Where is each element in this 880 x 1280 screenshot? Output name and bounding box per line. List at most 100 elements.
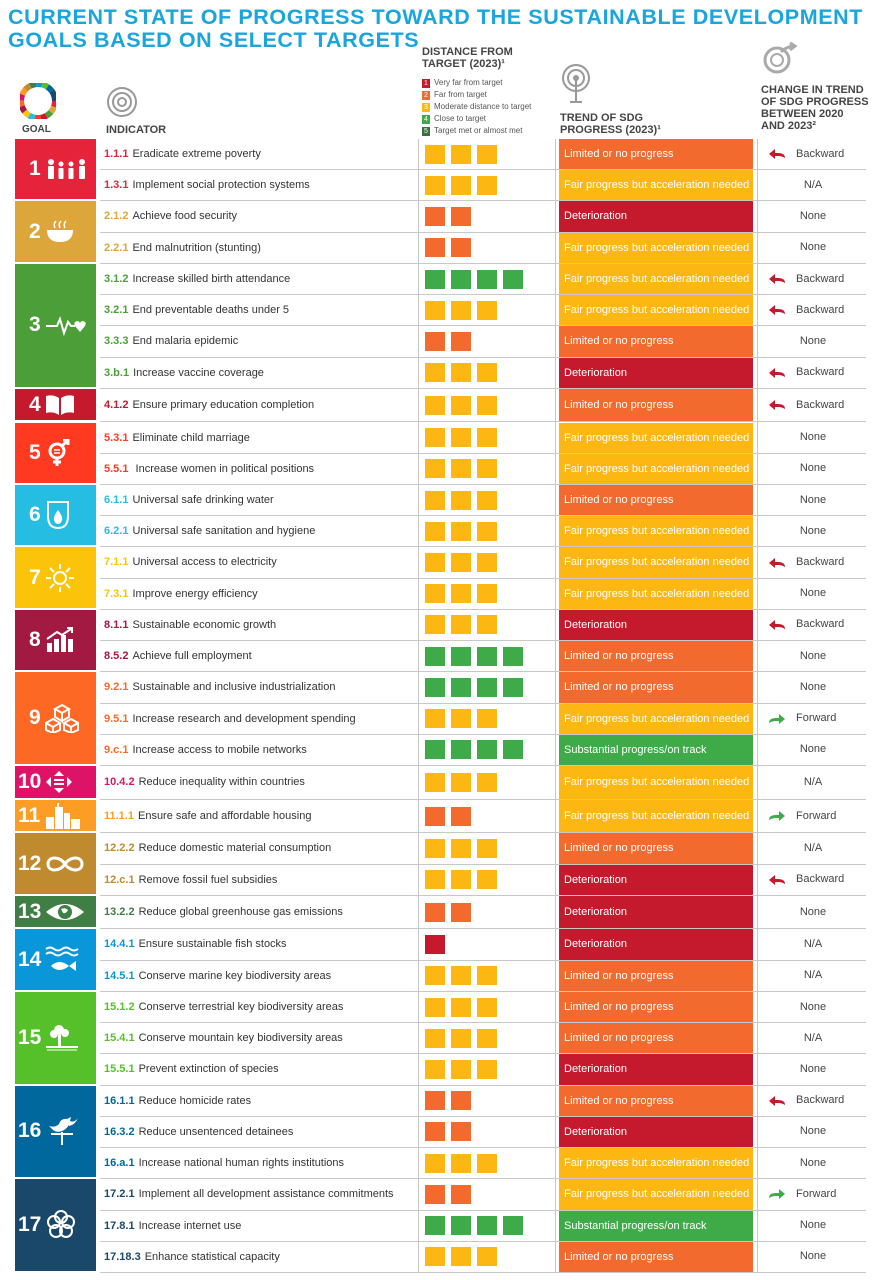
indicator-cell: 3.1.2 Increase skilled birth attendance xyxy=(104,264,290,294)
indicator-text: Sustainable economic growth xyxy=(132,618,277,631)
indicator-text: End malnutrition (stunting) xyxy=(132,241,261,254)
table-row: 3.1.2 Increase skilled birth attendance Fa… xyxy=(100,263,866,296)
distance-square xyxy=(477,144,497,164)
indicator-text: Universal safe drinking water xyxy=(132,493,274,506)
distance-square xyxy=(425,1216,445,1236)
table-row: 7.1.1 Universal access to electricity Fair… xyxy=(100,547,866,579)
distance-square xyxy=(425,459,445,479)
distance-squares xyxy=(425,615,503,635)
distance-square xyxy=(477,395,497,415)
goal-number: 14 xyxy=(18,947,42,971)
backward-arrow-icon xyxy=(768,148,792,160)
table-row: 8.5.2 Achieve full employment Limited or n… xyxy=(100,641,866,673)
indicator-text: Prevent extinction of species xyxy=(138,1063,279,1076)
distance-square xyxy=(425,331,445,351)
distance-square xyxy=(451,395,471,415)
distance-square xyxy=(503,677,523,697)
distance-squares xyxy=(425,740,529,760)
indicator-text: Ensure primary education completion xyxy=(132,398,315,411)
trend-cell: Fair progress but acceleration needed xyxy=(559,232,753,263)
indicator-cell: 9.5.1 Increase research and development s… xyxy=(104,704,356,734)
indicator-cell: 9.c.1 Increase access to mobile networks xyxy=(104,735,307,765)
indicator-code: 7.1.1 xyxy=(104,556,129,569)
distance-squares xyxy=(425,300,503,320)
change-cell: Forward xyxy=(760,704,866,734)
indicator-cell: 14.4.1 Ensure sustainable fish stocks xyxy=(104,929,287,959)
legend-item: 2 Far from target xyxy=(422,89,531,101)
legend-item: 3 Moderate distance to target xyxy=(422,101,531,113)
trend-cell: Substantial progress/on track xyxy=(559,734,753,766)
fish-icon xyxy=(45,945,79,975)
distance-square xyxy=(477,490,497,510)
trend-cell: Fair progress but acceleration needed xyxy=(559,1179,753,1210)
goal-tile: 14 xyxy=(15,929,96,990)
change-label: None xyxy=(799,493,827,506)
distance-square xyxy=(451,870,471,890)
distance-square xyxy=(451,1184,471,1204)
indicator-cell: 2.1.2 Achieve food security xyxy=(104,201,237,231)
distance-square xyxy=(425,1059,445,1079)
indicator-text: Increase vaccine coverage xyxy=(133,366,264,379)
column-divider xyxy=(757,139,758,1273)
distance-legend: 1 Very far from target 2 Far from target 3 Mo… xyxy=(422,77,531,137)
change-header-line-4: AND 2023² xyxy=(761,120,817,132)
distance-square xyxy=(425,646,445,666)
column-divider xyxy=(418,139,419,1273)
distance-square xyxy=(425,1028,445,1048)
distance-squares xyxy=(425,363,503,383)
change-cell: N/A xyxy=(760,833,866,863)
indicator-text: Enhance statistical capacity xyxy=(144,1250,280,1263)
change-cell: N/A xyxy=(760,961,866,991)
change-cell: Backward xyxy=(760,358,866,388)
distance-header: DISTANCE FROM TARGET (2023)¹ xyxy=(422,46,513,70)
trend-cell: Fair progress but acceleration needed xyxy=(559,170,753,201)
change-label: None xyxy=(799,649,827,662)
backward-arrow-icon xyxy=(768,874,792,886)
indicator-code: 9.5.1 xyxy=(104,712,129,725)
indicator-text: Reduce global greenhouse gas emissions xyxy=(138,905,343,918)
trend-cell: Fair progress but acceleration needed xyxy=(559,263,753,295)
indicator-cell: 15.1.2 Conserve terrestrial key biodivers… xyxy=(104,992,343,1022)
goal-number: 3 xyxy=(29,313,41,337)
change-header-line-2: OF SDG PROGRESS xyxy=(761,96,869,108)
distance-square xyxy=(425,1184,445,1204)
goal-number: 2 xyxy=(29,219,41,243)
indicator-code: 6.1.1 xyxy=(104,493,129,506)
trend-cell: Deterioration xyxy=(559,1116,753,1148)
distance-square xyxy=(425,269,445,289)
gender-icon xyxy=(45,438,71,467)
distance-squares xyxy=(425,997,503,1017)
distance-square xyxy=(425,772,445,792)
table-row: 5.3.1 Eliminate child marriage Fair progre… xyxy=(100,422,866,454)
distance-square xyxy=(477,521,497,541)
growth-chart-icon xyxy=(45,627,75,653)
distance-square xyxy=(503,269,523,289)
trend-cell: Substantial progress/on track xyxy=(559,1210,753,1241)
change-cell: None xyxy=(760,735,866,765)
distance-square xyxy=(425,553,445,573)
legend-swatch: 5 xyxy=(422,126,430,136)
forward-arrow-icon xyxy=(768,713,792,725)
indicator-text: Universal access to electricity xyxy=(132,556,277,569)
goal-number: 10 xyxy=(18,769,42,793)
goal-header: GOAL xyxy=(22,124,51,135)
change-cell: N/A xyxy=(760,1023,866,1053)
indicator-cell: 6.1.1 Universal safe drinking water xyxy=(104,485,274,515)
distance-square xyxy=(425,709,445,729)
indicator-text: Conserve terrestrial key biodiversity ar… xyxy=(138,1000,344,1013)
legend-label: Moderate distance to target xyxy=(434,102,532,111)
heartbeat-icon xyxy=(45,314,89,337)
table-row: 15.4.1 Conserve mountain key biodiversity… xyxy=(100,1023,866,1055)
trend-header-line-2: PROGRESS (2023)¹ xyxy=(560,124,661,136)
indicator-code: 14.4.1 xyxy=(104,938,135,951)
indicator-text: Achieve full employment xyxy=(132,650,252,663)
distance-header-line-2: TARGET (2023)¹ xyxy=(422,58,505,70)
change-cell: Backward xyxy=(760,389,866,422)
distance-square xyxy=(425,997,445,1017)
distance-squares xyxy=(425,1153,503,1173)
distance-square xyxy=(451,1153,471,1173)
indicator-code: 3.3.3 xyxy=(104,335,129,348)
change-cell: Backward xyxy=(760,865,866,895)
distance-square xyxy=(477,1247,497,1267)
indicator-text: End preventable deaths under 5 xyxy=(132,304,290,317)
